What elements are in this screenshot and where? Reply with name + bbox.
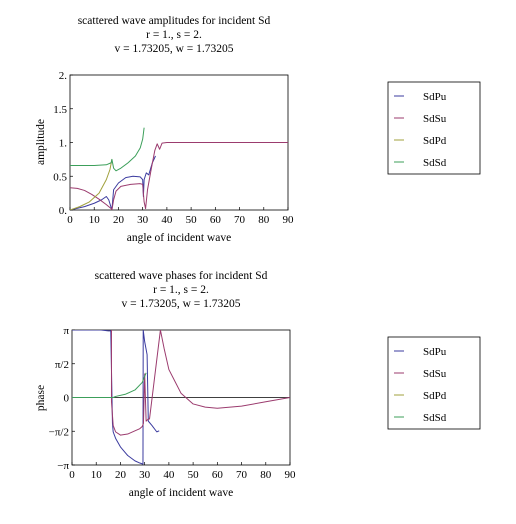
chart1-legend-label-sdsu: SdSu	[423, 113, 447, 125]
chart1-legend-box	[387, 81, 481, 175]
chart2-subtitle-2: v = 1.73205, w = 1.73205	[121, 298, 240, 310]
x-tick-label: 40	[161, 214, 173, 226]
x-tick-label: 60	[210, 214, 222, 226]
y-tick-label: π/2	[55, 359, 69, 371]
y-tick-label: 1.5	[53, 104, 67, 116]
chart-phase: scattered wave phases for incident Sd r …	[35, 270, 481, 499]
chart2-ylabel: phase	[35, 385, 47, 411]
x-tick-label: 20	[115, 469, 127, 481]
chart2-legend-label-sdpu: SdPu	[423, 346, 447, 358]
chart2-xlabel: angle of incident wave	[129, 487, 233, 499]
chart2-legend-label-sdsu: SdSu	[423, 368, 447, 380]
x-tick-label: 80	[258, 214, 270, 226]
series-line-sdpd	[70, 159, 113, 210]
y-tick-label: 2.	[59, 70, 68, 82]
y-tick-label: −π	[57, 460, 69, 472]
chart1-legend-label-sdpu: SdPu	[423, 91, 447, 103]
y-tick-label: −π/2	[49, 426, 69, 438]
x-tick-label: 90	[285, 469, 297, 481]
x-tick-label: 0	[67, 214, 73, 226]
x-tick-label: 80	[260, 469, 272, 481]
x-tick-label: 70	[234, 214, 246, 226]
x-tick-label: 10	[89, 214, 101, 226]
series-line-sdpu	[70, 155, 156, 210]
chart1-legend: SdPu SdSu SdPd SdSd	[387, 81, 481, 175]
chart2-title: scattered wave phases for incident Sd	[95, 270, 268, 282]
chart2-legend: SdPu SdSu SdPd SdSd	[387, 336, 481, 430]
x-tick-label: 10	[91, 469, 103, 481]
y-tick-label: π	[63, 325, 69, 337]
chart2-legend-label-sdpd: SdPd	[423, 390, 447, 402]
series-line-sdpu	[72, 330, 160, 465]
chart2-subtitle-1: r = 1., s = 2.	[153, 284, 209, 296]
x-tick-label: 0	[69, 469, 75, 481]
chart1-title: scattered wave amplitudes for incident S…	[78, 15, 271, 27]
x-tick-label: 20	[113, 214, 125, 226]
x-tick-label: 50	[188, 469, 200, 481]
x-tick-label: 30	[139, 469, 151, 481]
chart1-subtitle-2: v = 1.73205, w = 1.73205	[114, 43, 233, 55]
x-tick-label: 60	[212, 469, 224, 481]
x-tick-label: 90	[283, 214, 295, 226]
y-tick-label: 0	[64, 393, 70, 405]
chart1-legend-label-sdsd: SdSd	[423, 157, 447, 169]
y-tick-label: 0.5	[53, 171, 67, 183]
chart1-ylabel: amplitude	[35, 119, 47, 165]
x-tick-label: 30	[137, 214, 149, 226]
series-line-sdsd	[72, 372, 147, 398]
series-line-sdsu	[70, 142, 288, 210]
chart2-legend-box	[387, 336, 481, 430]
chart1-xlabel: angle of incident wave	[127, 232, 231, 244]
x-tick-label: 40	[163, 469, 175, 481]
series-line-sdsd	[70, 127, 145, 172]
chart1-legend-label-sdpd: SdPd	[423, 135, 447, 147]
y-tick-label: 0.	[59, 205, 68, 217]
chart-amplitude: scattered wave amplitudes for incident S…	[35, 15, 481, 244]
series-line-sdsu	[110, 330, 290, 436]
x-tick-label: 70	[236, 469, 248, 481]
x-tick-label: 50	[186, 214, 198, 226]
chart1-subtitle-1: r = 1., s = 2.	[146, 29, 202, 41]
chart2-legend-label-sdsd: SdSd	[423, 412, 447, 424]
y-tick-label: 1.	[59, 138, 68, 150]
